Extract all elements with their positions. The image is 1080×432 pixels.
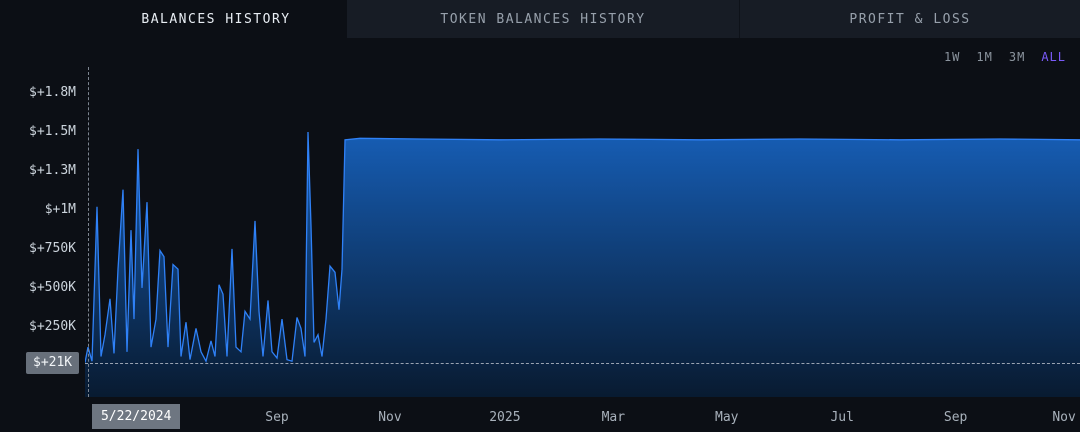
tab-token-balances-history[interactable]: TOKEN BALANCES HISTORY	[347, 0, 740, 38]
x-tick-label: 2025	[489, 410, 521, 425]
x-tick-label: Jul	[830, 410, 854, 425]
tab-profit-and-loss[interactable]: PROFIT & LOSS	[740, 0, 1080, 38]
range-option-3m[interactable]: 3M	[1008, 50, 1026, 64]
x-tick-label: May	[715, 410, 739, 425]
plot-area[interactable]	[85, 65, 1080, 397]
y-tick-label: $+1.3M	[29, 162, 76, 178]
x-tick-label: Nov	[378, 410, 402, 425]
time-range-selector: 1W 1M 3M ALL	[944, 50, 1066, 64]
tab-balances-history[interactable]: BALANCES HISTORY	[85, 0, 347, 38]
range-option-all[interactable]: ALL	[1041, 50, 1066, 64]
y-tick-label: $+1.5M	[29, 124, 76, 140]
x-tick-label: Sep	[265, 410, 289, 425]
range-option-1m[interactable]: 1M	[976, 50, 993, 64]
y-tick-label: $+750K	[29, 240, 76, 256]
x-tick-label: Mar	[601, 410, 626, 425]
balance-line	[85, 131, 1080, 364]
y-tick-label: $+1M	[44, 201, 76, 217]
balance-area-chart	[85, 131, 1080, 397]
y-tick-label: $+1.8M	[29, 85, 76, 101]
y-tick-label: $+500K	[29, 279, 76, 295]
tab-bar-spacer	[0, 0, 85, 38]
x-tick-label: Nov	[1052, 410, 1076, 425]
x-tick-label: Sep	[943, 410, 968, 425]
tab-bar: BALANCES HISTORY TOKEN BALANCES HISTORY …	[0, 0, 1080, 38]
y-tick-label: $+250K	[29, 318, 76, 334]
crosshair-horizontal-line	[85, 363, 1080, 364]
crosshair-value-badge: $+21K	[26, 351, 80, 374]
crosshair-date-badge: 5/22/2024	[91, 404, 181, 429]
crosshair-vertical-line	[87, 67, 89, 397]
range-option-1w[interactable]: 1W	[943, 50, 961, 64]
area-fill	[85, 132, 1080, 397]
